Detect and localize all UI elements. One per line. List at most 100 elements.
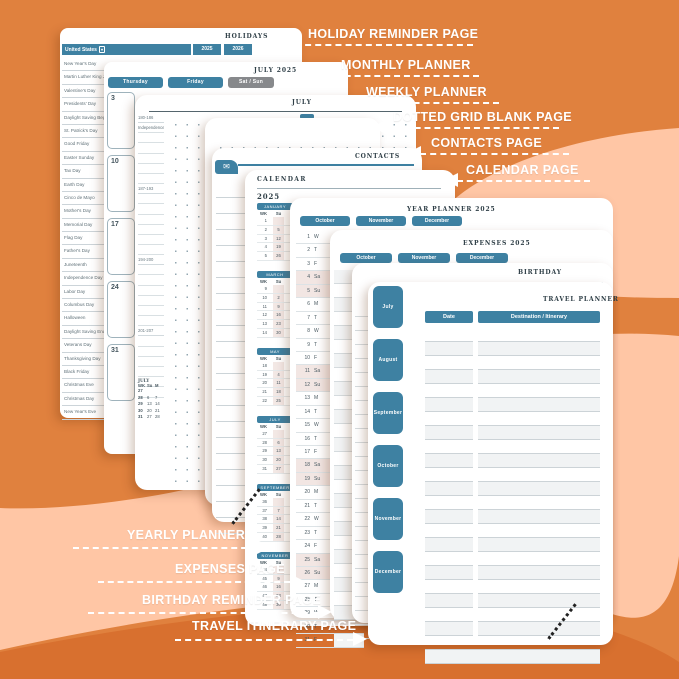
column-header-destination: Destination / Itinerary	[478, 311, 600, 323]
week-number: 2	[264, 226, 267, 232]
su-col-label: Su	[275, 491, 282, 497]
mini-month-row: 21 18	[257, 388, 293, 397]
travel-row	[425, 650, 600, 664]
mini-month-header: WK Su	[257, 559, 293, 566]
sunday-date	[273, 429, 284, 438]
holiday-note	[138, 194, 164, 205]
expense-row	[334, 508, 364, 522]
month-header-bar: NOVEMBER	[257, 551, 293, 559]
day-row: 11 Sa	[296, 365, 338, 379]
day-number: 18	[304, 462, 310, 469]
sunday-date: 30	[273, 328, 284, 337]
contact-row	[216, 486, 250, 502]
weekday-letter: F	[314, 260, 318, 267]
date-cell: 24	[107, 281, 135, 338]
blank-line	[138, 296, 164, 306]
weekday-letter: Su	[314, 569, 321, 576]
week-number: 13	[262, 321, 267, 327]
sunday-date: 21	[273, 524, 284, 532]
su-col-label: Su	[275, 211, 282, 216]
callout-text: BIRTHDAY REMINDER PAGE	[142, 593, 322, 607]
mini-month-row: 5 26	[257, 252, 293, 261]
mini-wk: 27	[138, 388, 143, 393]
expense-row	[334, 424, 364, 438]
week-number: 3	[264, 235, 267, 241]
day-row: 19 Su	[296, 472, 338, 487]
page-travel-planner: TRAVEL PLANNER July August September Octobe…	[368, 282, 618, 664]
week-number: 10	[262, 294, 267, 300]
dashed-line	[344, 102, 499, 104]
mini-wk: 28	[138, 394, 143, 400]
mini-calendar-title: JULY	[138, 378, 150, 383]
sunday-date	[273, 217, 284, 225]
birthday-row	[355, 317, 369, 331]
arrow-left-icon	[312, 68, 326, 82]
week-number: 38	[262, 516, 267, 522]
mini-month-block: NOVEMBER WK Su 44 2 45 9	[257, 551, 293, 610]
weekday-letter: T	[314, 596, 318, 603]
sunday-date: 11	[273, 379, 284, 388]
wk-col-label: WK	[260, 491, 267, 497]
birthday-row	[355, 513, 369, 527]
su-col-label: Su	[275, 278, 282, 284]
month-tab: November	[373, 498, 403, 540]
callout-expenses: EXPENSES PAGE	[98, 562, 304, 588]
title-rule	[257, 188, 441, 189]
mini-month-column: JANUARY WK Su 1 2 5	[257, 203, 293, 620]
travel-row	[425, 468, 600, 482]
travel-row	[425, 440, 600, 454]
contact-row	[216, 358, 250, 374]
day-number: 16	[304, 435, 310, 442]
week-number: 4	[264, 244, 267, 250]
contact-row	[216, 454, 250, 470]
callout-contacts: CONTACTS PAGE	[407, 136, 569, 160]
arrow-right-icon	[353, 632, 367, 646]
callout-birthday-reminder: BIRTHDAY REMINDER PAGE	[88, 593, 332, 619]
birthday-rows	[355, 303, 369, 639]
month-buttons: October November December	[340, 253, 508, 263]
mini-month-row: 36	[257, 497, 293, 507]
birthday-row	[355, 471, 369, 485]
contact-rows	[216, 182, 250, 534]
day-number: 25	[304, 556, 310, 563]
month-tab: December	[373, 551, 403, 593]
contact-row	[216, 422, 250, 438]
day-row: 24 F	[296, 540, 338, 554]
sunday-date: 4	[273, 370, 284, 379]
travel-row	[425, 552, 600, 566]
blank-line	[138, 377, 164, 388]
arrow-left-icon	[331, 95, 345, 109]
sunday-date: 18	[273, 388, 284, 396]
day-row: 6 M	[296, 298, 338, 312]
date-cell: 31	[107, 344, 135, 401]
month-tabs: July August September October November Decemb…	[373, 286, 403, 604]
travel-row	[425, 398, 600, 412]
weekday-letter: F	[314, 449, 318, 455]
day-row: 25 Sa	[296, 553, 338, 567]
birthday-row	[355, 387, 369, 401]
holiday-note	[138, 265, 164, 276]
weekday-letter: W	[314, 422, 319, 429]
month-tab: October	[373, 445, 403, 487]
sunday-date: 14	[273, 515, 284, 524]
page-title: CALENDAR	[257, 176, 307, 183]
dashed-line	[325, 75, 479, 77]
contact-row	[216, 518, 250, 534]
blank-line	[138, 357, 164, 367]
mini-month-row: 2 5	[257, 225, 293, 235]
mini-month-rows: 44 2 45 9 46 16	[257, 565, 293, 610]
mini-su: 27	[147, 414, 152, 419]
mini-month-row: 30 20	[257, 456, 293, 465]
blank-line	[138, 225, 164, 235]
birthday-row	[355, 597, 369, 611]
mini-month-header: WK Su	[257, 210, 293, 217]
birthday-row	[355, 527, 369, 541]
dashed-line	[175, 639, 353, 641]
date-cell: 17	[107, 218, 135, 275]
weekday-letter: T	[314, 314, 318, 321]
mini-month-header: WK Su	[257, 355, 293, 362]
sunday-date: 16	[273, 583, 284, 592]
page-title: JULY	[292, 99, 312, 106]
mini-month-header: WK Su	[257, 278, 293, 285]
mini-col-su: Su	[147, 383, 153, 388]
